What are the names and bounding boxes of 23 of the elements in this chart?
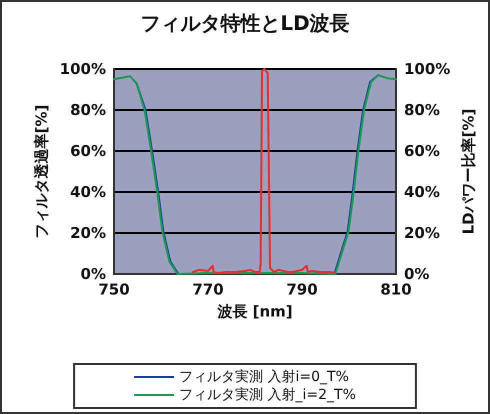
- y2-tick-label: 80%: [404, 101, 440, 119]
- y-tick-label: 20%: [70, 224, 106, 242]
- y-tick-label: 100%: [60, 60, 106, 78]
- y2-tick-label: 60%: [404, 142, 440, 160]
- y-tick-label: 0%: [80, 265, 106, 283]
- y-tick-label: 60%: [70, 142, 106, 160]
- x-tick-label: 810: [380, 280, 412, 298]
- x-tick-label: 770: [192, 280, 224, 298]
- y-axis-title: フィルタ透過率[%]: [32, 104, 50, 238]
- y2-tick-label: 20%: [404, 224, 440, 242]
- y2-tick-label: 0%: [404, 265, 430, 283]
- legend-label: フィルタ実測 入射_i=2_T%: [179, 387, 356, 403]
- y-tick-label: 80%: [70, 101, 106, 119]
- x-tick-label: 750: [98, 280, 130, 298]
- y-tick-label: 40%: [70, 183, 106, 201]
- line-series: [192, 68, 336, 274]
- x-axis-title: 波長 [nm]: [216, 302, 293, 320]
- x-tick-label: 790: [286, 280, 318, 298]
- chart-title: フィルタ特性とLD波長: [140, 11, 350, 35]
- y2-axis-title: LDパワー比率[%]: [460, 108, 478, 234]
- legend-label: フィルタ実測 入射i=0_T%: [179, 369, 349, 385]
- y2-tick-label: 40%: [404, 183, 440, 201]
- y2-tick-label: 100%: [404, 60, 450, 78]
